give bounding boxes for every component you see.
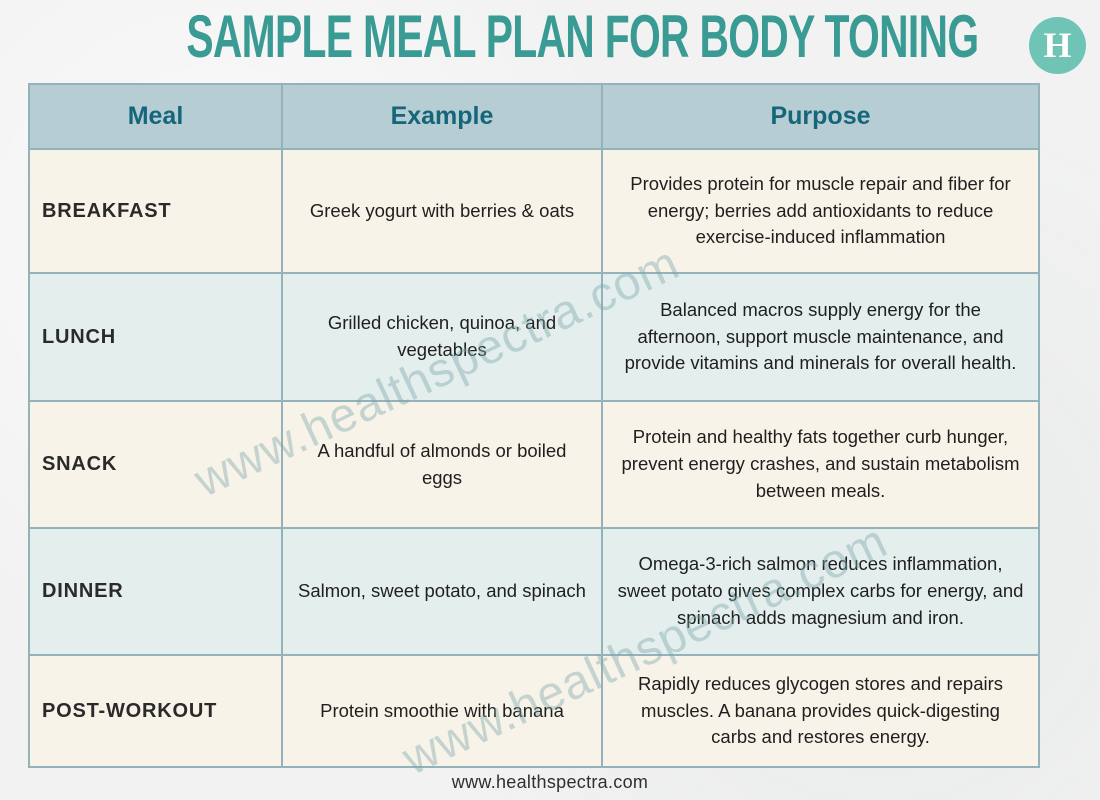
meal-cell: POST-WORKOUT [28, 654, 283, 768]
example-cell: Protein smoothie with banana [281, 654, 603, 768]
meal-cell: LUNCH [28, 272, 283, 402]
table-row: LUNCH Grilled chicken, quinoa, and vegeta… [28, 272, 1040, 402]
page-title-text: SAMPLE MEAL PLAN FOR BODY TONING [186, 3, 979, 70]
meal-plan-table: Meal Example Purpose BREAKFAST Greek yogu… [28, 83, 1040, 768]
table-row: POST-WORKOUT Protein smoothie with banana… [28, 654, 1040, 768]
column-header-example: Example [281, 83, 603, 150]
purpose-cell: Balanced macros supply energy for the af… [601, 272, 1040, 402]
purpose-cell: Provides protein for muscle repair and f… [601, 148, 1040, 274]
table-row: BREAKFAST Greek yogurt with berries & oat… [28, 148, 1040, 274]
example-cell: Salmon, sweet potato, and spinach [281, 527, 603, 656]
purpose-cell: Rapidly reduces glycogen stores and repa… [601, 654, 1040, 768]
logo-letter: H [1043, 24, 1072, 65]
meal-cell: BREAKFAST [28, 148, 283, 274]
example-cell: Grilled chicken, quinoa, and vegetables [281, 272, 603, 402]
purpose-cell: Protein and healthy fats together curb h… [601, 400, 1040, 529]
column-header-purpose: Purpose [601, 83, 1040, 150]
page-title: SAMPLE MEAL PLAN FOR BODY TONING [0, 4, 1100, 76]
footer-url: www.healthspectra.com [451, 772, 649, 792]
meal-cell: DINNER [28, 527, 283, 656]
healthspectra-logo-icon: H [1029, 17, 1086, 74]
purpose-cell: Omega-3-rich salmon reduces inflammation… [601, 527, 1040, 656]
example-cell: Greek yogurt with berries & oats [281, 148, 603, 274]
meal-cell: SNACK [28, 400, 283, 529]
example-cell: A handful of almonds or boiled eggs [281, 400, 603, 529]
table-header-row: Meal Example Purpose [28, 83, 1040, 150]
table-row: DINNER Salmon, sweet potato, and spinach O… [28, 527, 1040, 656]
column-header-meal: Meal [28, 83, 283, 150]
table-row: SNACK A handful of almonds or boiled eggs… [28, 400, 1040, 529]
